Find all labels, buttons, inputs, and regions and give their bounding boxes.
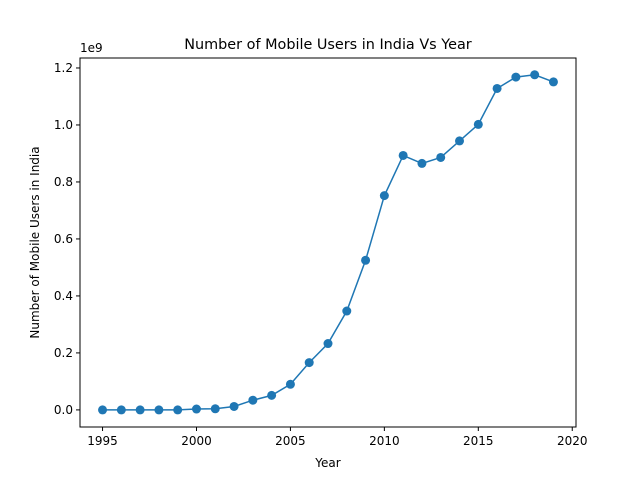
- x-axis-label: Year: [314, 456, 340, 470]
- x-axis: 1995 2000 2005 2010 2015 2020: [87, 427, 588, 448]
- x-tick-label: 2000: [181, 434, 212, 448]
- y-axis-label: Number of Mobile Users in India: [28, 146, 42, 338]
- x-tick-label: 1995: [87, 434, 118, 448]
- plot-area: [79, 57, 577, 428]
- y-tick-label: 1.2: [54, 61, 73, 75]
- data-point: [248, 395, 258, 405]
- y-tick-label: 0.6: [54, 232, 73, 246]
- data-point: [530, 70, 540, 80]
- data-point: [229, 401, 239, 411]
- data-point: [173, 405, 183, 415]
- data-point: [154, 405, 164, 415]
- data-point: [285, 379, 295, 389]
- y-tick-label: 0.8: [54, 175, 73, 189]
- data-point: [361, 255, 371, 265]
- data-point: [492, 83, 502, 93]
- data-point: [304, 358, 314, 368]
- data-point: [267, 390, 277, 400]
- chart-title: Number of Mobile Users in India Vs Year: [184, 37, 472, 53]
- data-point: [511, 72, 521, 82]
- x-tick-label: 2005: [275, 434, 306, 448]
- y-tick-label: 1.0: [54, 118, 73, 132]
- y-tick-label: 0.2: [54, 346, 73, 360]
- data-point: [398, 150, 408, 160]
- data-point: [417, 158, 427, 168]
- y-tick-label: 0.0: [54, 403, 73, 417]
- data-point: [436, 152, 446, 162]
- x-tick-label: 2015: [463, 434, 494, 448]
- data-point: [379, 191, 389, 201]
- data-point: [191, 404, 201, 414]
- data-point: [342, 306, 352, 316]
- data-point: [323, 339, 333, 349]
- data-point: [548, 77, 558, 87]
- data-point: [98, 405, 108, 415]
- series-markers: [98, 70, 558, 415]
- x-tick-label: 2010: [369, 434, 400, 448]
- y-tick-label: 0.4: [54, 289, 73, 303]
- data-point: [455, 136, 465, 146]
- data-point: [473, 119, 483, 129]
- y-offset-label: 1e9: [80, 41, 103, 55]
- data-point: [210, 404, 220, 414]
- data-point: [135, 405, 145, 415]
- series-line: [102, 74, 554, 411]
- y-axis: 0.0 0.2 0.4 0.6 0.8 1.0 1.2: [54, 61, 80, 417]
- data-point: [116, 405, 126, 415]
- x-tick-label: 2020: [557, 434, 588, 448]
